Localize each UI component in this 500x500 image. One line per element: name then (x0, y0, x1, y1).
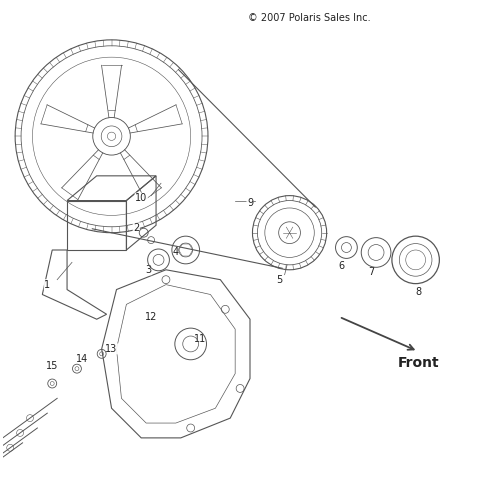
Text: 13: 13 (106, 344, 118, 354)
Text: 3: 3 (146, 265, 152, 275)
Text: 5: 5 (276, 274, 283, 284)
Text: © 2007 Polaris Sales Inc.: © 2007 Polaris Sales Inc. (248, 12, 370, 22)
Text: Front: Front (398, 356, 439, 370)
Text: 1: 1 (44, 280, 51, 289)
Text: 10: 10 (135, 193, 147, 203)
Text: 4: 4 (173, 248, 179, 258)
Text: 2: 2 (133, 223, 140, 233)
Text: 15: 15 (46, 361, 58, 371)
Text: 12: 12 (145, 312, 158, 322)
Text: 9: 9 (247, 198, 253, 208)
Text: 14: 14 (76, 354, 88, 364)
Text: 8: 8 (415, 287, 421, 297)
Text: 7: 7 (368, 267, 374, 277)
Text: 11: 11 (194, 334, 206, 344)
Text: 6: 6 (338, 261, 344, 271)
